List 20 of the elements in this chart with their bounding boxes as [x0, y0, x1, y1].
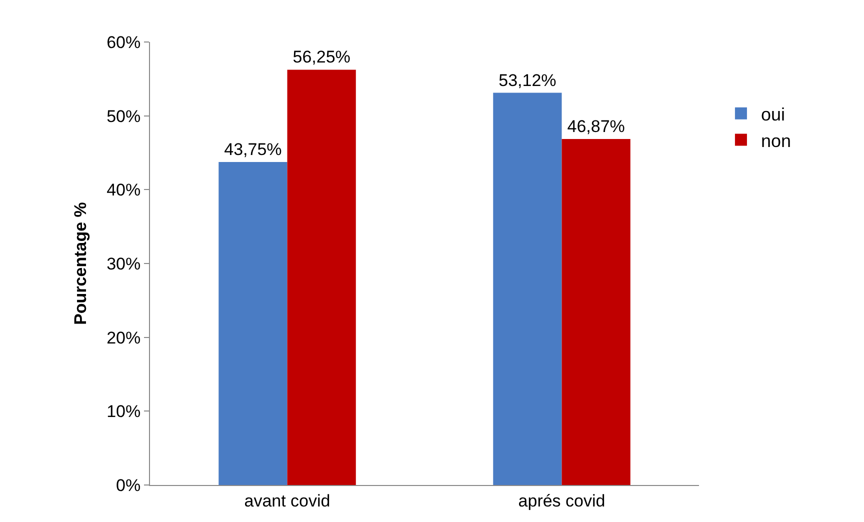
- y-tick-label: 50%: [106, 106, 141, 126]
- y-tick-label: 40%: [106, 180, 141, 200]
- data-label: 43,75%: [224, 140, 282, 159]
- y-tick-label: 20%: [106, 328, 141, 348]
- y-tick-label: 0%: [116, 476, 141, 495]
- legend-label: non: [760, 130, 792, 151]
- x-tick-label: avant covid: [244, 491, 330, 510]
- bar: [218, 162, 288, 485]
- y-tick-label: 30%: [106, 254, 141, 274]
- bar: [493, 92, 562, 485]
- y-axis-title: Pourcentage %: [71, 202, 90, 325]
- data-label: 56,25%: [292, 48, 350, 67]
- data-label: 53,12%: [498, 70, 556, 90]
- x-tick-label: aprés covid: [518, 491, 606, 510]
- bar: [562, 138, 630, 485]
- data-label: 46,87%: [567, 116, 625, 136]
- bar: [287, 70, 356, 485]
- y-tick-label: 60%: [106, 32, 141, 52]
- legend-label: oui: [760, 104, 785, 124]
- y-tick-label: 10%: [106, 402, 141, 422]
